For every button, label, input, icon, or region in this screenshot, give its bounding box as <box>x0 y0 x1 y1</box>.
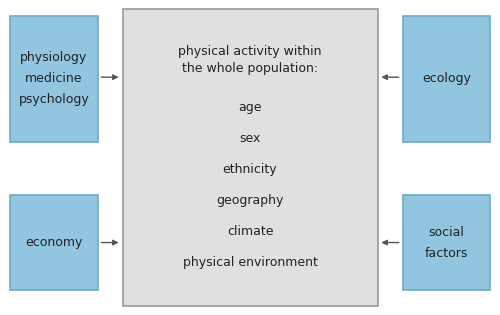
Text: economy: economy <box>25 236 82 249</box>
Bar <box>402 16 490 142</box>
Text: ethnicity: ethnicity <box>222 163 278 176</box>
Text: physiology
medicine
psychology: physiology medicine psychology <box>18 51 89 106</box>
Text: ecology: ecology <box>422 72 470 85</box>
Bar <box>10 16 98 142</box>
Text: age: age <box>238 101 262 114</box>
Text: social
factors: social factors <box>424 226 468 260</box>
Bar <box>122 9 378 306</box>
Text: climate: climate <box>227 225 273 238</box>
Bar <box>402 195 490 290</box>
Text: physical environment: physical environment <box>182 256 318 269</box>
Text: geography: geography <box>216 194 284 207</box>
Bar <box>10 195 98 290</box>
Text: sex: sex <box>240 132 260 145</box>
Text: physical activity within
the whole population:: physical activity within the whole popul… <box>178 45 322 75</box>
